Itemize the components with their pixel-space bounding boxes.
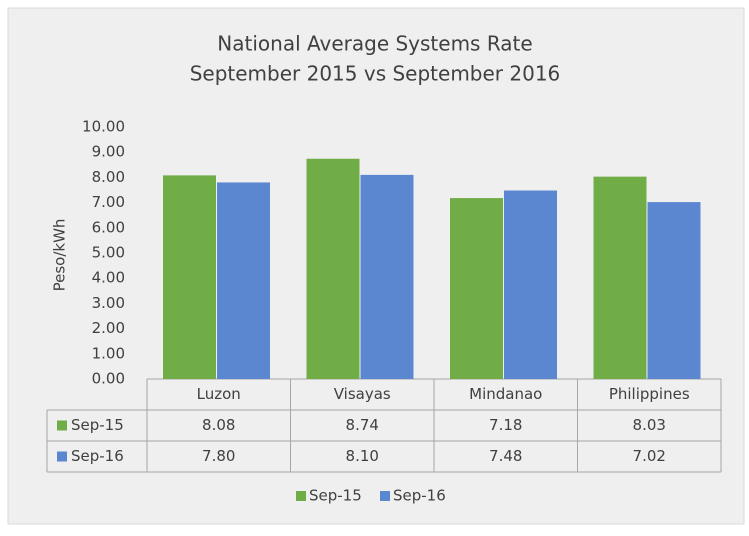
table-legend-key — [57, 420, 67, 431]
table-series-name: Sep-15 — [71, 416, 124, 434]
table-value: 7.02 — [633, 447, 666, 465]
y-tick-label: 9.00 — [92, 143, 125, 161]
table-value: 8.74 — [346, 416, 379, 434]
x-tick-label: Mindanao — [469, 385, 542, 403]
bar — [450, 198, 503, 379]
x-tick-label: Visayas — [334, 385, 391, 403]
table-series-name: Sep-16 — [71, 447, 124, 465]
legend-key — [296, 491, 306, 501]
bar — [647, 202, 701, 379]
legend-key — [380, 491, 390, 501]
legend-label: Sep-16 — [393, 487, 446, 505]
table-value: 8.03 — [633, 416, 666, 434]
y-tick-label: 6.00 — [92, 218, 125, 236]
table-value: 7.80 — [202, 447, 235, 465]
table-value: 7.48 — [489, 447, 522, 465]
bar — [306, 158, 360, 379]
bar — [593, 176, 647, 379]
y-tick-label: 0.00 — [92, 370, 125, 388]
y-tick-label: 8.00 — [92, 168, 125, 186]
bar — [360, 174, 414, 379]
legend-label: Sep-15 — [309, 487, 362, 505]
y-tick-label: 2.00 — [92, 319, 125, 337]
x-tick-label: Philippines — [609, 385, 690, 403]
chart-title: National Average Systems Rate — [217, 32, 532, 56]
y-axis-label: Peso/kWh — [51, 219, 69, 292]
bar — [163, 175, 216, 379]
bar — [217, 182, 270, 379]
chart-subtitle: September 2015 vs September 2016 — [190, 62, 561, 86]
y-tick-label: 1.00 — [92, 344, 125, 362]
table-value: 8.08 — [202, 416, 235, 434]
table-legend-key — [57, 451, 67, 462]
bar — [504, 190, 557, 379]
y-tick-label: 10.00 — [82, 118, 125, 136]
y-tick-label: 5.00 — [92, 244, 125, 262]
x-tick-label: Luzon — [197, 385, 241, 403]
y-tick-label: 3.00 — [92, 294, 125, 312]
y-tick-label: 4.00 — [92, 269, 125, 287]
y-tick-label: 7.00 — [92, 193, 125, 211]
table-value: 8.10 — [346, 447, 379, 465]
table-value: 7.18 — [489, 416, 522, 434]
